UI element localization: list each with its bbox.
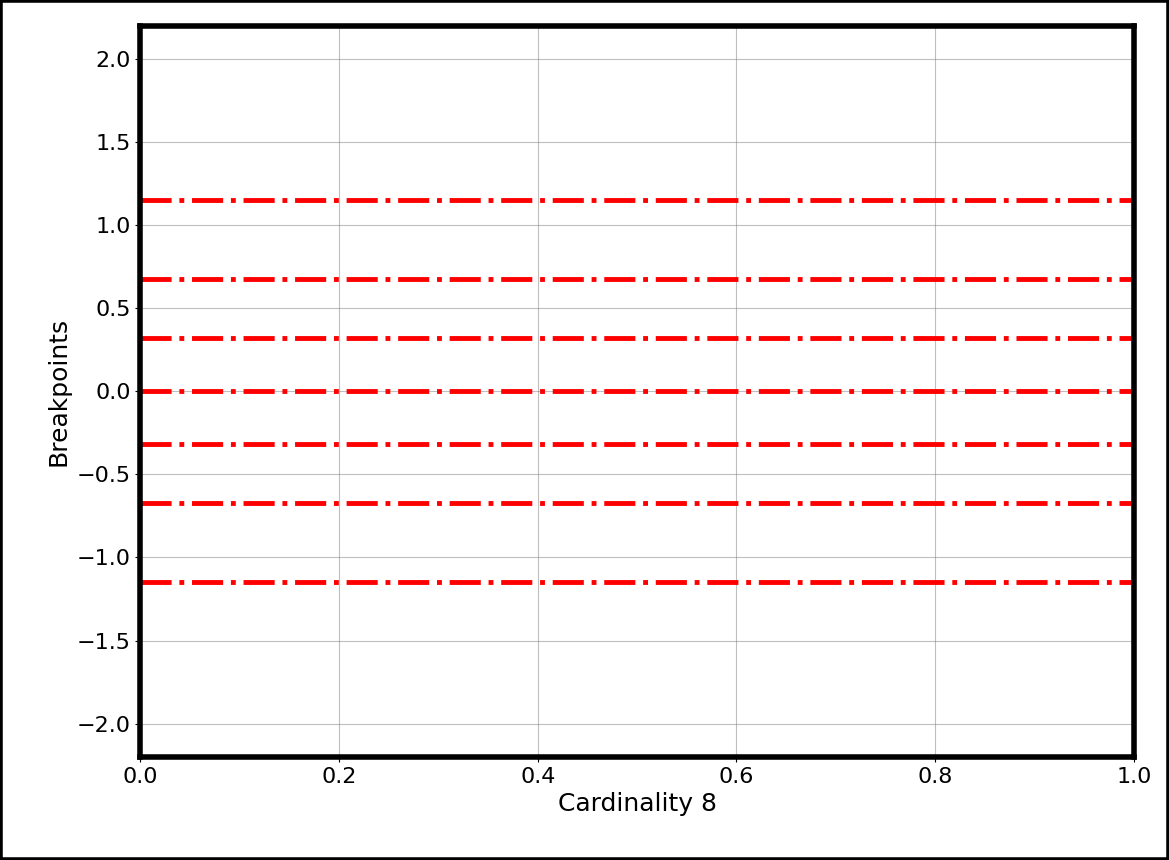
- Y-axis label: Breakpoints: Breakpoints: [47, 316, 71, 466]
- X-axis label: Cardinality 8: Cardinality 8: [558, 792, 717, 816]
